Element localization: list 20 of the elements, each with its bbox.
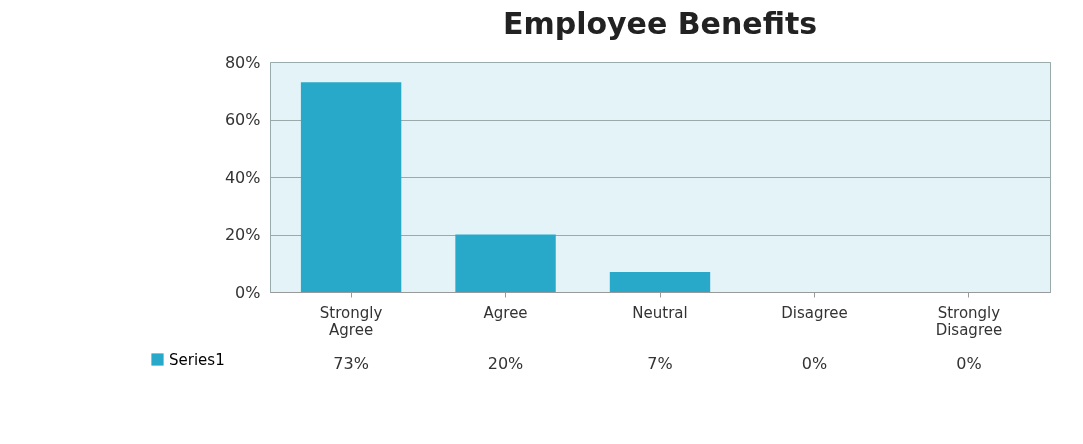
y-tick-label: 80%	[224, 52, 261, 72]
y-tick-label: 60%	[224, 110, 261, 129]
x-tick-label: Strongly Agree	[319, 303, 383, 339]
bar	[455, 234, 556, 292]
bar	[300, 82, 402, 292]
bar	[609, 271, 711, 292]
text: 20%	[487, 354, 524, 373]
x-tick-label: Neutral	[632, 303, 688, 322]
text: 73%	[333, 354, 369, 373]
text: 0%	[801, 354, 828, 373]
y-tick-label: 40%	[224, 167, 261, 187]
y-tick-label: 0%	[235, 282, 261, 302]
text: 7%	[647, 354, 673, 373]
x-tick-label: Strongly Disagree	[935, 303, 1003, 339]
legend-label: Series1	[169, 350, 225, 369]
y-tick-label: 20%	[224, 225, 261, 244]
x-tick-label: Disagree	[781, 303, 848, 322]
text: 0%	[956, 354, 982, 373]
x-tick-label: Agree	[483, 303, 528, 322]
chart-title: Employee Benefits	[502, 6, 818, 41]
